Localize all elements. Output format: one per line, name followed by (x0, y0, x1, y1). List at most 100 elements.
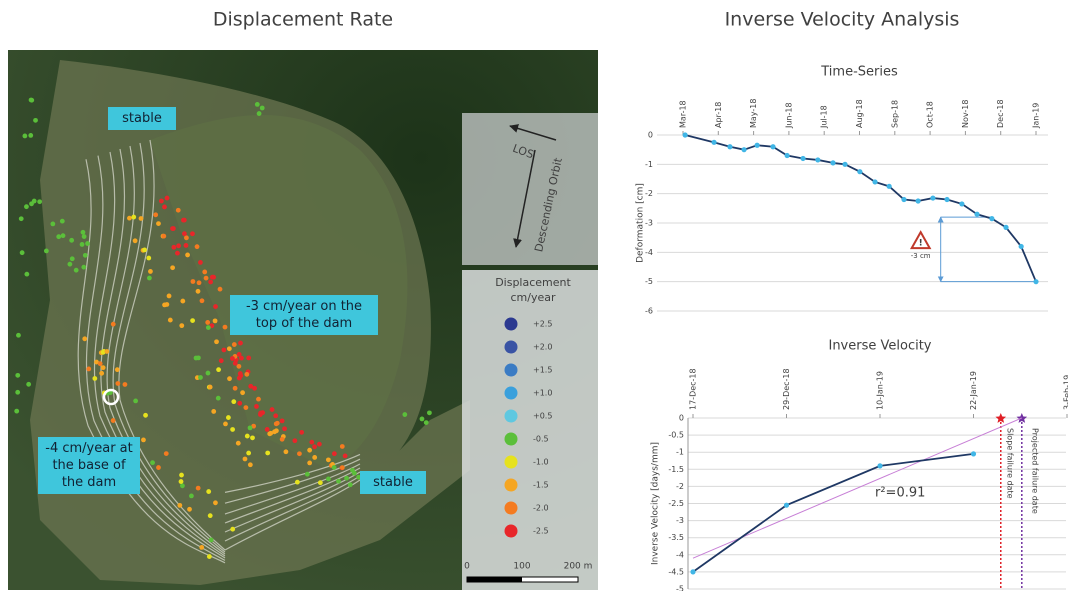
point (15, 390, 20, 395)
point (275, 421, 280, 426)
point (167, 294, 172, 299)
point (297, 451, 302, 456)
point (246, 451, 251, 456)
point (238, 341, 243, 346)
point (182, 231, 187, 236)
point (336, 479, 341, 484)
point (81, 265, 86, 270)
point (245, 434, 250, 439)
point (332, 451, 337, 456)
point (180, 483, 185, 488)
x-tick-label: Aug-18 (855, 99, 864, 128)
x-tick-label: 10-Jan-19 (876, 371, 885, 410)
point (257, 111, 262, 116)
point (179, 479, 184, 484)
scale-bar-segment (467, 577, 522, 582)
point (86, 367, 91, 372)
point (168, 318, 173, 323)
point (784, 503, 789, 508)
point (901, 197, 906, 202)
point (162, 205, 167, 210)
y-axis-label: Inverse Velocity [days/mm] (651, 442, 661, 565)
point (343, 454, 348, 459)
point (123, 382, 128, 387)
legend-swatch (505, 525, 518, 538)
point (32, 199, 37, 204)
legend-panel (462, 270, 598, 590)
point (711, 140, 716, 145)
point (171, 245, 176, 250)
point (248, 384, 253, 389)
point (226, 415, 231, 420)
point (74, 268, 79, 273)
point (307, 460, 312, 465)
point (182, 218, 187, 223)
y-tick-label: -3 (645, 219, 653, 228)
point (255, 102, 260, 107)
point (254, 404, 259, 409)
point (191, 279, 196, 284)
point (184, 235, 189, 240)
point (199, 545, 204, 550)
point (82, 234, 87, 239)
y-tick-label: -1.5 (668, 465, 684, 474)
point (237, 376, 242, 381)
point (164, 451, 169, 456)
warning-mark: ! (919, 239, 923, 249)
y-tick-label: -4.5 (668, 567, 684, 576)
point (127, 216, 132, 221)
panel-title: Inverse Velocity Analysis (725, 9, 960, 31)
point (176, 243, 181, 248)
legend-label: +2.0 (533, 343, 552, 352)
point (312, 444, 317, 449)
series-line (693, 454, 974, 572)
point (326, 477, 331, 482)
point (139, 216, 144, 221)
point (273, 413, 278, 418)
legend-swatch (505, 341, 518, 354)
legend-swatch (505, 502, 518, 515)
y-tick-label: -2.5 (668, 499, 684, 508)
panel-title: Displacement Rate (213, 9, 393, 31)
point (24, 204, 29, 209)
y-tick-label: 0 (648, 131, 653, 140)
point (877, 463, 882, 468)
point (99, 371, 104, 376)
point (143, 413, 148, 418)
y-tick-label: -2 (645, 189, 653, 198)
point (872, 179, 877, 184)
x-tick-label: May-18 (749, 99, 758, 128)
point (237, 401, 242, 406)
point (857, 169, 862, 174)
legend-swatch (505, 433, 518, 446)
trend-label: r²=0.91 (875, 486, 925, 501)
point (250, 435, 255, 440)
point (420, 417, 425, 422)
chart-title: Inverse Velocity (828, 339, 931, 354)
legend-label: +0.5 (533, 412, 552, 421)
point (309, 440, 314, 445)
point (83, 253, 88, 258)
point (26, 382, 31, 387)
point (989, 216, 994, 221)
y-tick-label: -1 (676, 448, 684, 457)
point (332, 465, 337, 470)
annotation-label: -3 cm (911, 252, 931, 260)
point (1003, 225, 1008, 230)
legend-label: -2.0 (533, 504, 549, 513)
point (258, 411, 263, 416)
point (61, 233, 66, 238)
point (218, 287, 223, 292)
x-tick-label: Dec-18 (996, 99, 1005, 128)
point (111, 322, 116, 327)
point (198, 375, 203, 380)
point (184, 243, 189, 248)
y-tick-label: -3 (676, 516, 684, 525)
y-tick-label: -5 (676, 585, 684, 591)
legend-label: -1.0 (533, 458, 549, 467)
figure: Displacement Rate Inverse Velocity Analy… (0, 0, 1068, 591)
point (28, 133, 33, 138)
point (268, 431, 273, 436)
point (208, 513, 213, 518)
point (115, 367, 120, 372)
